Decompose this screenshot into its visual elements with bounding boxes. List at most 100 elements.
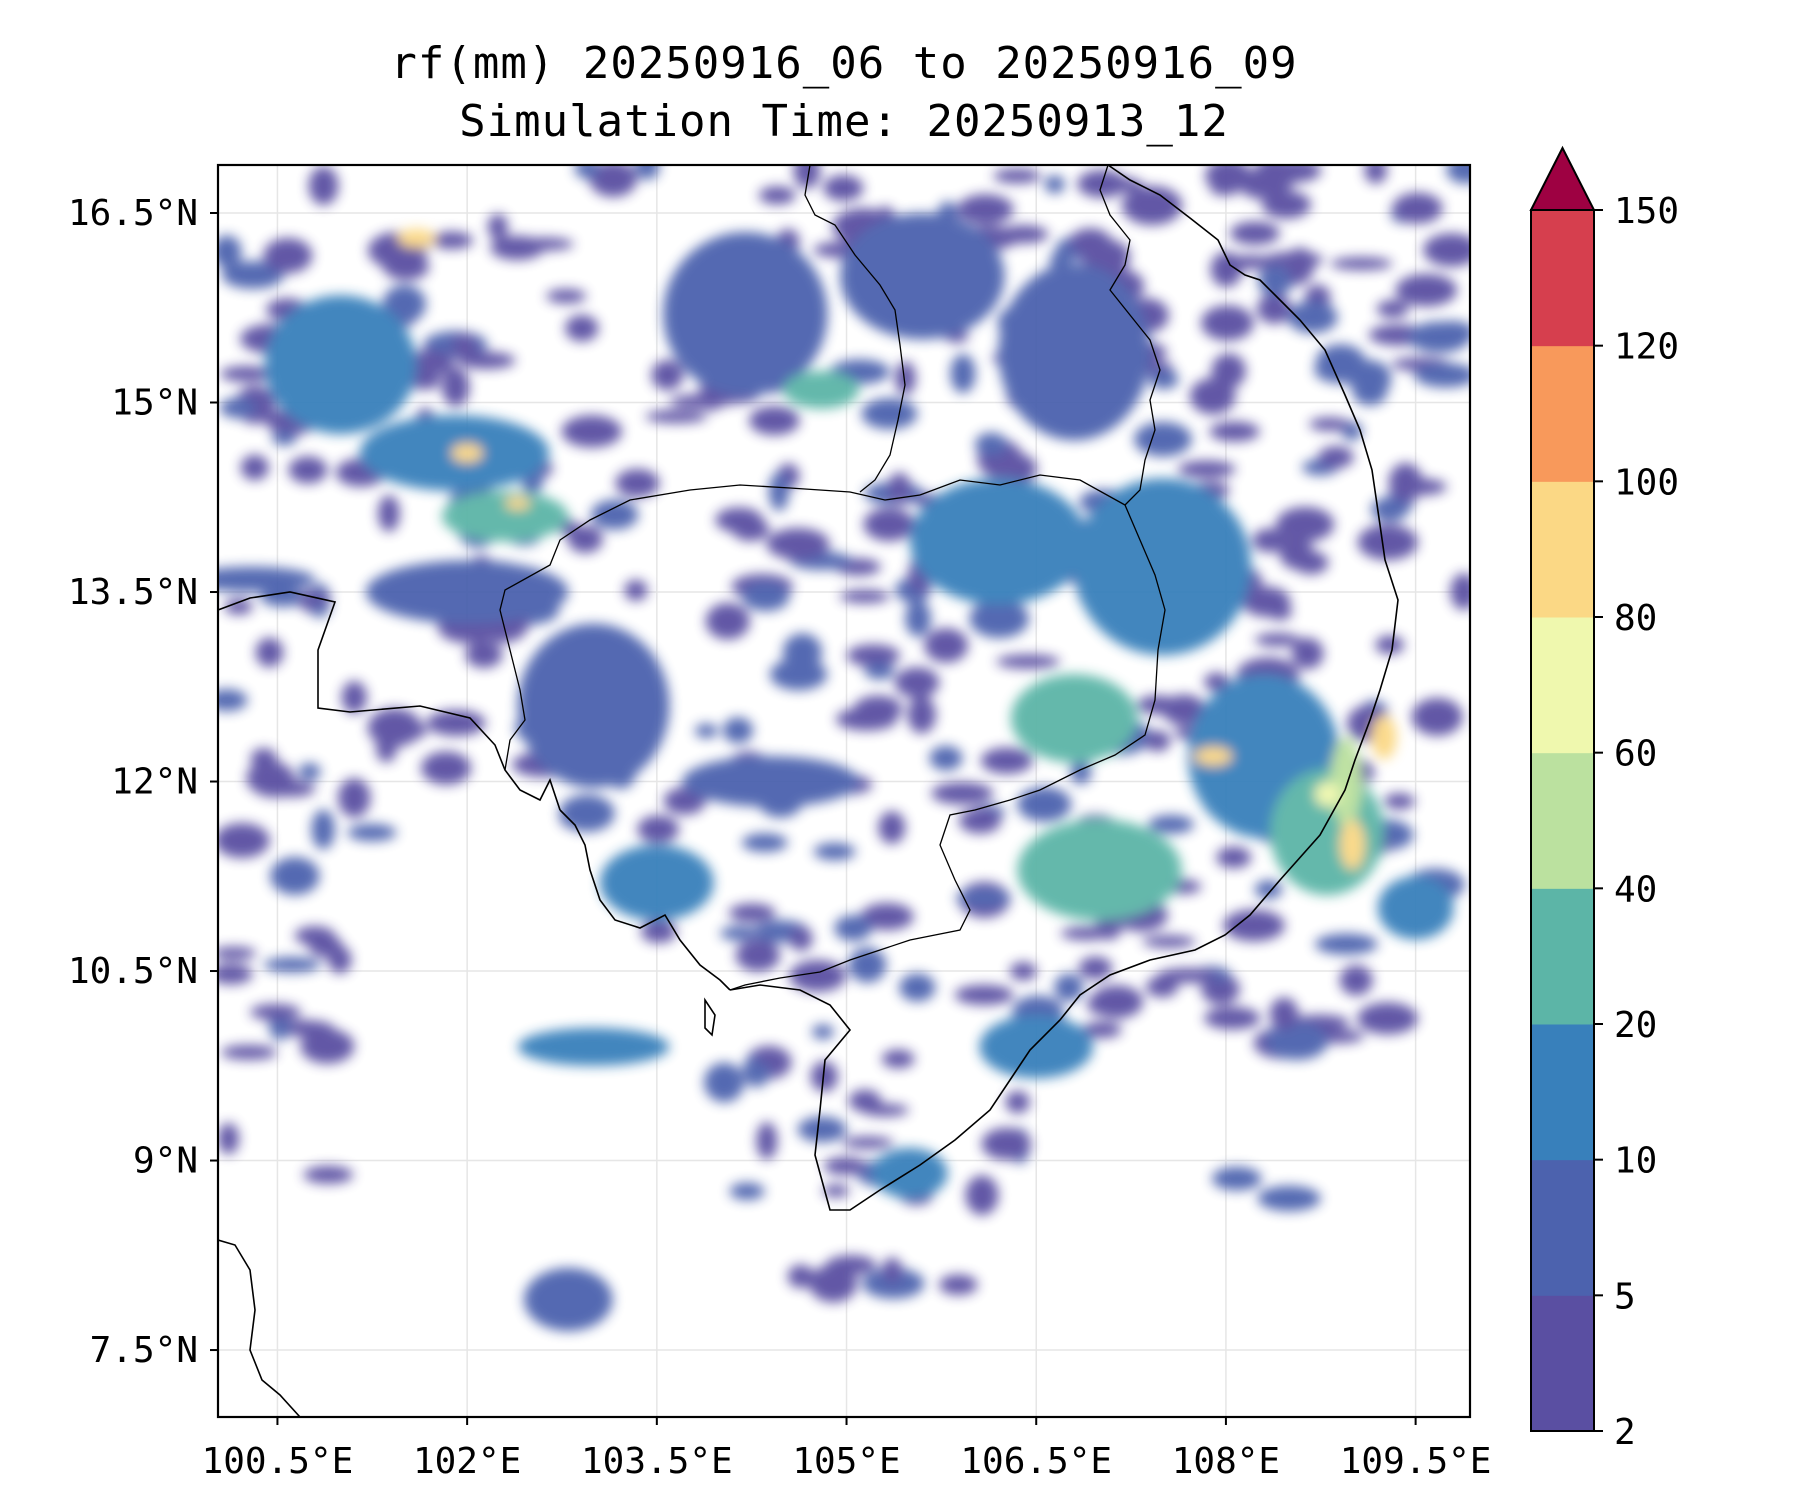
rain-cell bbox=[1070, 760, 1092, 785]
rain-cell bbox=[327, 945, 352, 974]
rain-cell bbox=[378, 495, 400, 532]
rain-cell bbox=[787, 1264, 814, 1289]
rain-cell bbox=[729, 1182, 765, 1200]
y-tick-label: 15°N bbox=[111, 383, 198, 424]
rain-cell bbox=[1392, 192, 1443, 224]
rain-band bbox=[1257, 1185, 1321, 1212]
rain-band bbox=[1017, 819, 1182, 921]
rain-cell bbox=[1314, 933, 1378, 955]
rain-cell bbox=[996, 654, 1061, 669]
rain-cell bbox=[669, 394, 733, 409]
rain-cell bbox=[263, 957, 321, 973]
rain-cell bbox=[408, 349, 454, 376]
colorbar-segment bbox=[1531, 617, 1594, 754]
rain-cell bbox=[768, 472, 790, 512]
x-tick-label: 100.5°E bbox=[202, 1441, 354, 1482]
border-laos-thailand bbox=[804, 165, 906, 493]
rain-cell bbox=[1428, 320, 1470, 345]
rain-cell bbox=[1267, 603, 1293, 621]
rain-cell bbox=[1144, 730, 1171, 752]
colorbar-segment bbox=[1531, 1024, 1594, 1161]
x-tick-label: 105°E bbox=[792, 1441, 900, 1482]
border-thailand-cambodia bbox=[499, 484, 921, 771]
rain-cell bbox=[735, 939, 781, 972]
rain-cell bbox=[561, 415, 622, 448]
rain-cell bbox=[704, 1062, 745, 1103]
rain-cell bbox=[1285, 247, 1315, 282]
rain-cell bbox=[1330, 257, 1393, 271]
rain-band bbox=[1314, 781, 1340, 807]
colorbar-tick-label: 2 bbox=[1614, 1412, 1636, 1453]
rain-cell bbox=[895, 361, 916, 395]
rain-cell bbox=[408, 371, 441, 390]
colorbar-tick-label: 120 bbox=[1614, 327, 1679, 368]
rain-cell bbox=[749, 406, 800, 436]
rain-cell bbox=[1142, 935, 1196, 948]
rain-cell bbox=[1203, 672, 1230, 692]
rain-cell bbox=[306, 592, 332, 606]
rain-band bbox=[682, 756, 860, 807]
rain-cell bbox=[965, 1175, 999, 1216]
rain-cell bbox=[429, 231, 474, 250]
rain-cell bbox=[861, 1103, 909, 1117]
rain-cell bbox=[218, 823, 270, 858]
rain-band bbox=[505, 497, 531, 510]
rain-cell bbox=[1364, 165, 1387, 184]
rain-band bbox=[441, 490, 569, 542]
rain-band bbox=[1330, 737, 1362, 826]
rain-band bbox=[365, 560, 569, 624]
rain-cell bbox=[1450, 573, 1470, 611]
rain-cell bbox=[303, 1165, 354, 1184]
rain-cell bbox=[955, 889, 1012, 907]
rain-cell bbox=[294, 926, 335, 946]
rain-cell bbox=[240, 454, 269, 481]
rain-cell bbox=[1414, 363, 1470, 388]
rain-cell bbox=[218, 689, 248, 712]
rain-cell bbox=[860, 902, 914, 931]
rain-cell bbox=[998, 225, 1049, 244]
rain-cell bbox=[1054, 973, 1084, 1002]
coastline-peninsula bbox=[218, 1239, 301, 1417]
rain-cell bbox=[441, 367, 470, 407]
rain-cell bbox=[298, 763, 321, 781]
rain-cell bbox=[250, 1004, 301, 1021]
rain-band bbox=[517, 623, 670, 788]
rain-cell bbox=[1044, 175, 1065, 194]
rain-cell bbox=[899, 973, 936, 1002]
rain-cell bbox=[288, 456, 328, 484]
rain-band bbox=[1377, 876, 1454, 940]
rain-cell bbox=[1134, 421, 1192, 457]
colorbar-segment bbox=[1531, 888, 1594, 1025]
rain-cell bbox=[905, 600, 932, 637]
rain-cell bbox=[1204, 1006, 1261, 1030]
rain-cell bbox=[218, 946, 257, 960]
rain-band bbox=[663, 231, 828, 397]
rain-cell bbox=[270, 857, 320, 895]
map-subtitle: Simulation Time: 20250913_12 bbox=[459, 96, 1229, 147]
rain-cell bbox=[722, 717, 754, 744]
rain-band bbox=[909, 478, 1087, 605]
coastline-thailand-gulf bbox=[218, 591, 561, 811]
rain-cell bbox=[565, 314, 599, 342]
rain-cell bbox=[337, 778, 371, 818]
rain-cell bbox=[1318, 446, 1354, 469]
rain-cell bbox=[846, 644, 901, 667]
rain-cell bbox=[1149, 369, 1179, 390]
rain-cell bbox=[1177, 460, 1236, 478]
rain-cell bbox=[382, 284, 427, 324]
rain-cell bbox=[981, 1127, 1032, 1160]
rain-cell bbox=[546, 289, 587, 304]
rainfall-field bbox=[218, 165, 1470, 1332]
rain-cell bbox=[728, 903, 776, 923]
rain-cell bbox=[1069, 228, 1112, 256]
rain-cell bbox=[1211, 1166, 1262, 1191]
rain-cell bbox=[861, 398, 918, 430]
rain-cell bbox=[1383, 793, 1415, 810]
rain-cell bbox=[789, 960, 846, 992]
rain-cell bbox=[957, 194, 1014, 225]
rain-cell bbox=[878, 811, 906, 844]
rain-cell bbox=[308, 166, 339, 206]
rain-cell bbox=[950, 353, 976, 394]
rain-cell bbox=[1210, 181, 1240, 196]
rain-cell bbox=[894, 667, 940, 698]
